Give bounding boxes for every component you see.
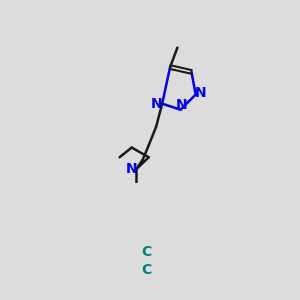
- Text: N: N: [125, 163, 137, 176]
- Text: C: C: [141, 263, 151, 277]
- Text: N: N: [195, 86, 206, 100]
- Text: C: C: [141, 245, 151, 259]
- Text: N: N: [176, 98, 188, 112]
- Text: N: N: [150, 97, 162, 111]
